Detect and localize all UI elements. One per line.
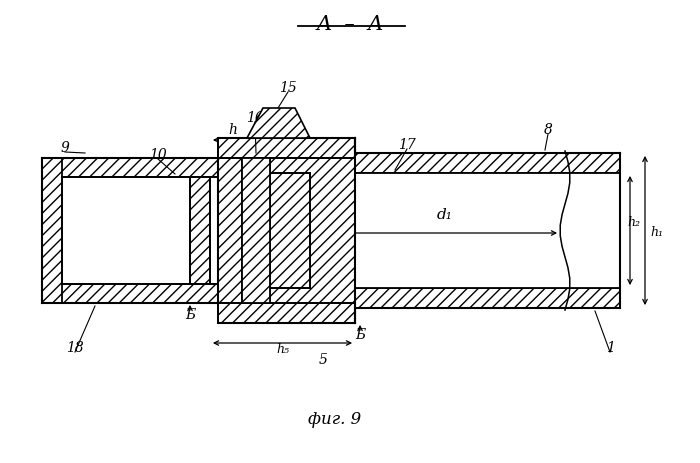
Text: 8: 8: [544, 123, 552, 137]
Bar: [218, 138, 355, 158]
Bar: [310, 173, 620, 288]
Text: A  –  A: A – A: [316, 15, 384, 34]
Bar: [355, 153, 620, 173]
Text: h₅: h₅: [276, 343, 289, 356]
Text: 10: 10: [149, 148, 167, 162]
Bar: [42, 158, 62, 303]
Bar: [355, 173, 620, 288]
Bar: [218, 303, 355, 323]
Text: 9: 9: [61, 141, 69, 155]
Text: 15: 15: [279, 81, 297, 95]
Bar: [270, 173, 310, 288]
Text: d₁: d₁: [437, 208, 453, 222]
Text: Б: Б: [185, 308, 195, 322]
Text: фиг. 9: фиг. 9: [309, 411, 362, 428]
Bar: [42, 158, 218, 177]
Bar: [218, 158, 355, 303]
Text: 17: 17: [398, 138, 416, 152]
Bar: [242, 158, 270, 303]
Text: 5: 5: [318, 353, 328, 367]
Bar: [190, 177, 210, 284]
Text: h₂: h₂: [627, 217, 640, 230]
Text: 1: 1: [606, 341, 615, 355]
Bar: [355, 288, 620, 308]
Polygon shape: [247, 108, 310, 138]
Text: h₁: h₁: [650, 226, 663, 239]
Text: 18: 18: [66, 341, 84, 355]
Bar: [42, 284, 218, 303]
Text: h: h: [229, 123, 237, 137]
Text: 16: 16: [246, 111, 264, 125]
Text: Б: Б: [355, 328, 365, 342]
Bar: [62, 177, 218, 284]
